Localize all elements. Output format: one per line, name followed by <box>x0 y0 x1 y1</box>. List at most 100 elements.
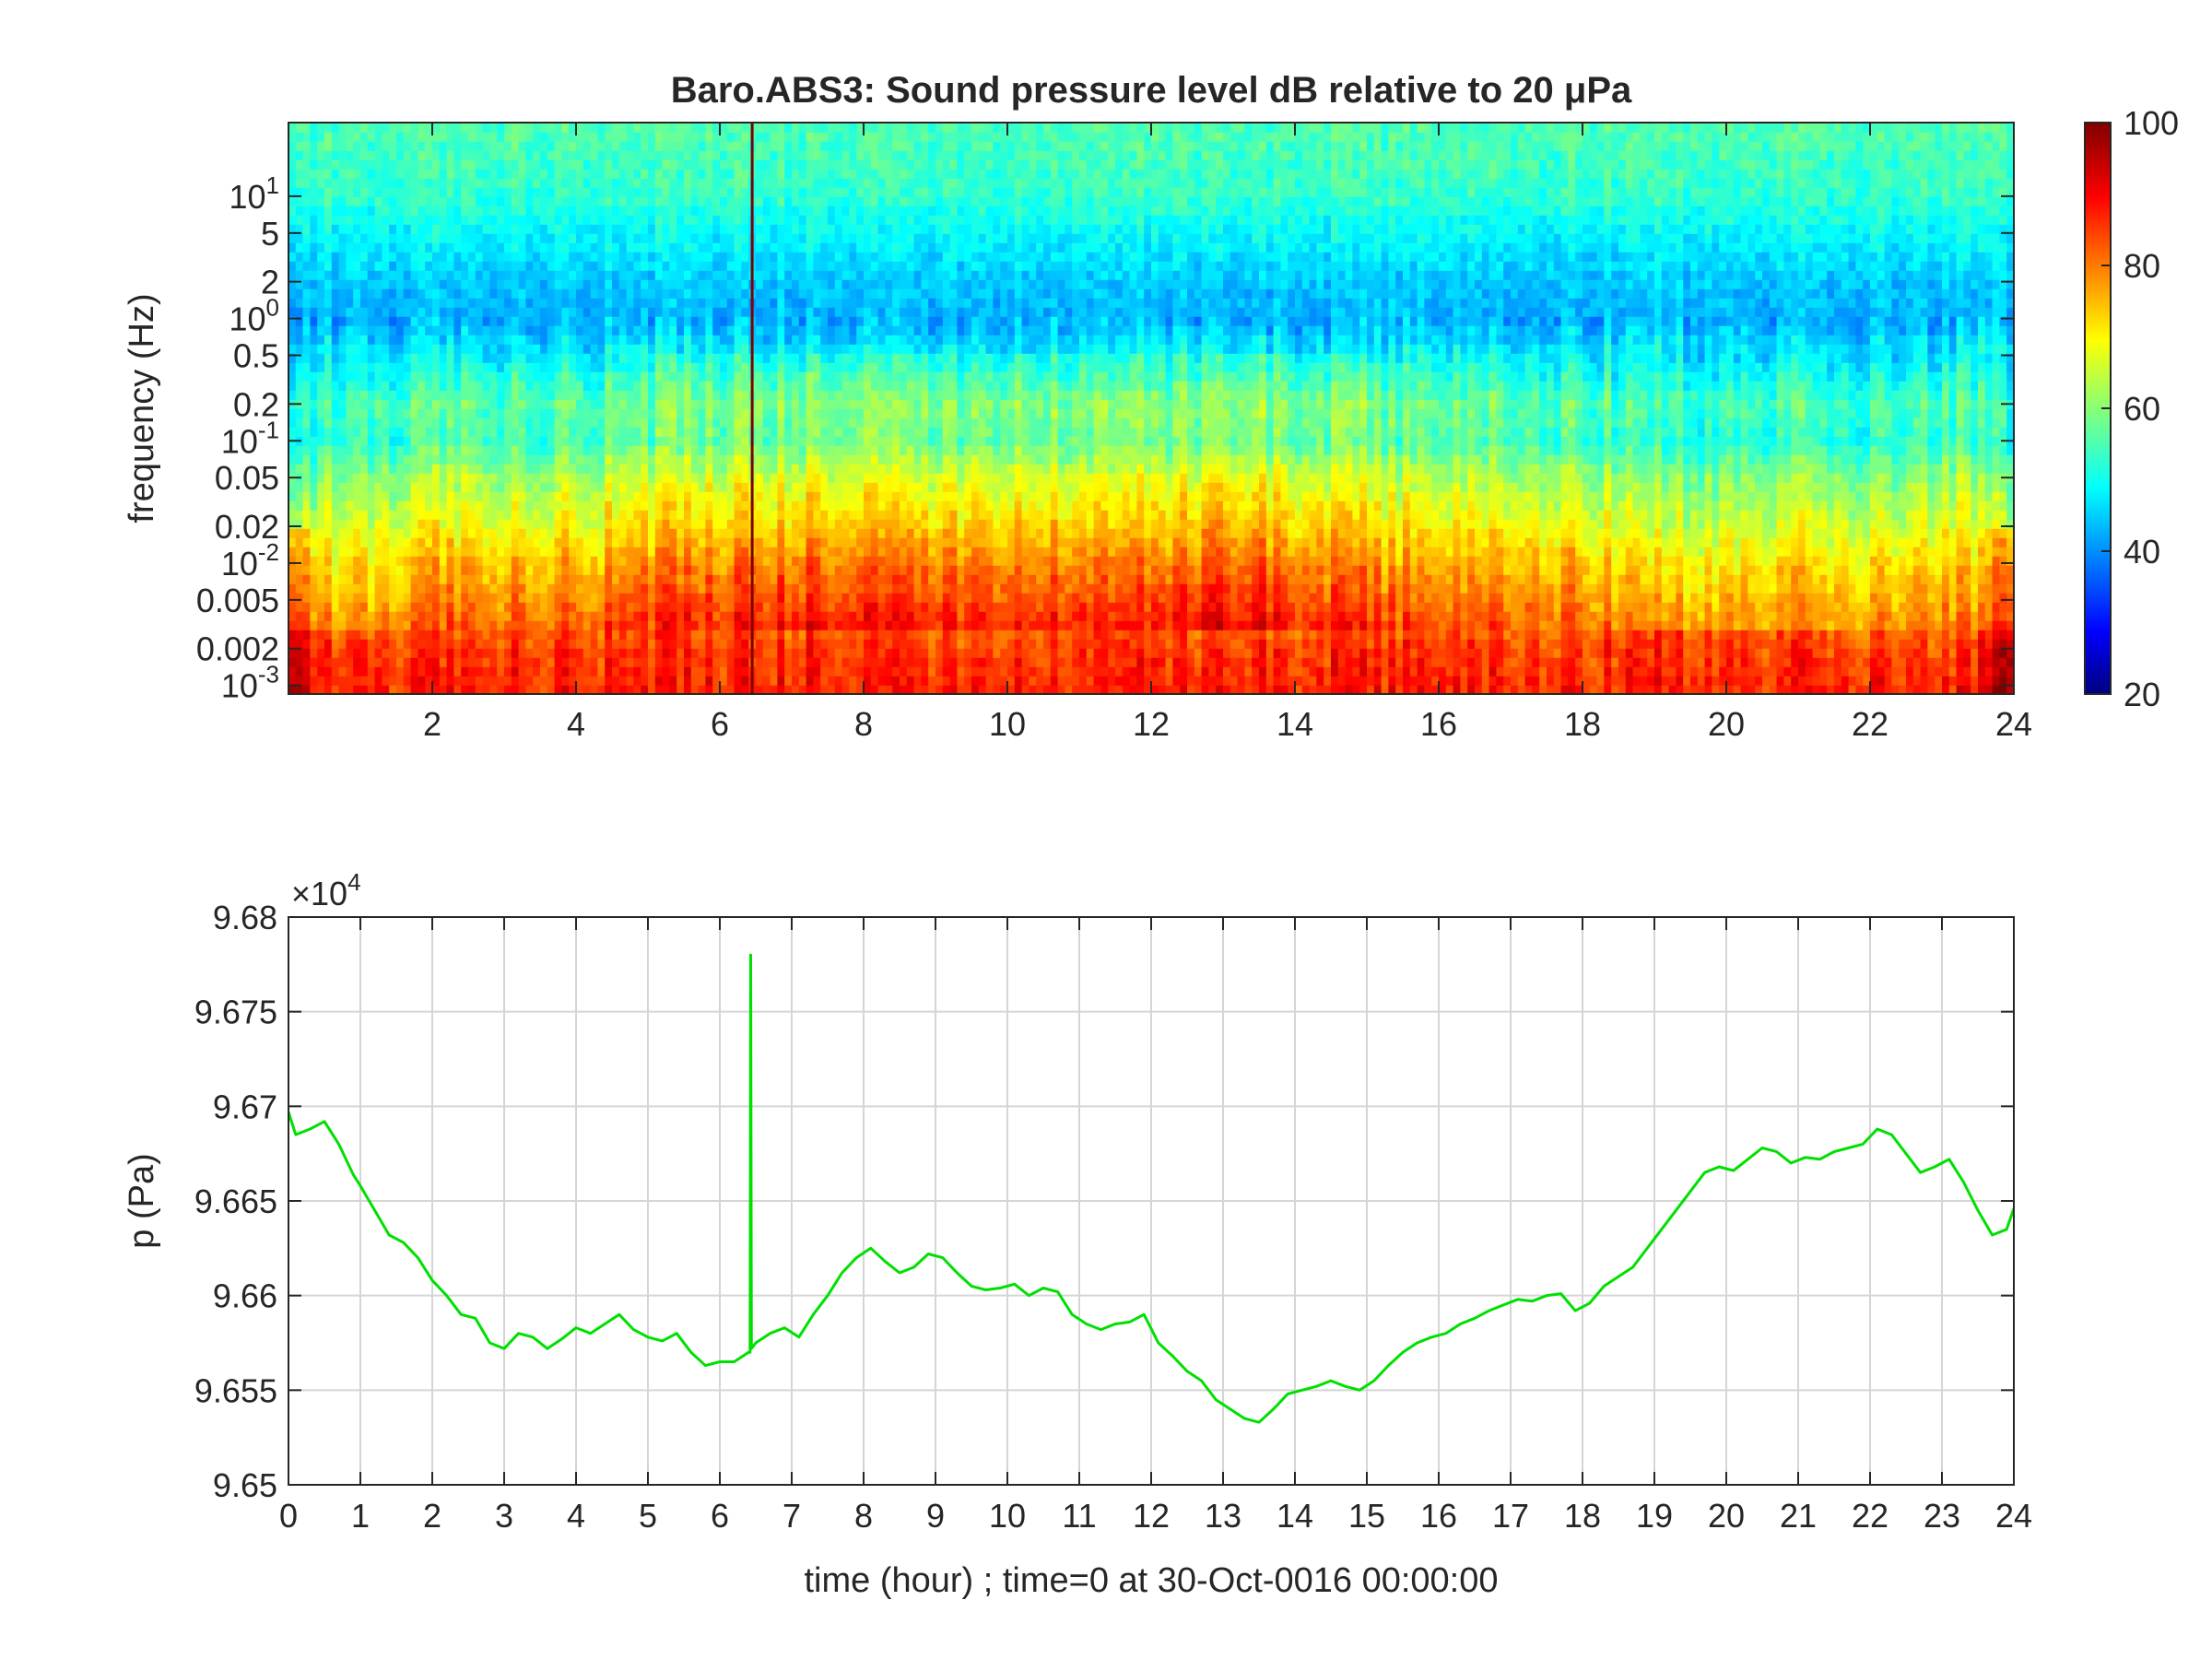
spectrogram-cell <box>684 583 692 594</box>
spectrogram-cell <box>626 187 635 197</box>
spectrogram-cell <box>792 620 800 630</box>
spectrogram-cell <box>712 288 721 299</box>
spectrogram-cell <box>518 206 527 216</box>
spectrogram-cell <box>741 418 749 428</box>
spectrogram-cell <box>418 547 426 557</box>
spectrogram-cell <box>468 279 477 289</box>
spectrogram-cell <box>726 307 735 317</box>
spectrogram-cell <box>533 620 541 630</box>
spectrogram-cell <box>798 445 807 455</box>
spectrogram-cell <box>720 583 728 594</box>
spectrogram-cell <box>684 242 692 253</box>
spectrogram-cell <box>820 593 829 603</box>
spectrogram-cell <box>726 215 735 225</box>
spectrogram-cell <box>582 325 592 335</box>
spectrogram-cell <box>626 270 635 280</box>
spectrogram-cell <box>784 390 793 400</box>
spectrogram-cell <box>834 371 843 382</box>
spectrogram-cell <box>446 556 455 566</box>
spectrogram-cell <box>403 169 412 179</box>
spectrogram-cell <box>684 500 692 511</box>
spectrogram-cell <box>828 316 836 326</box>
spectrogram-cell <box>633 510 641 520</box>
spectrogram-cell <box>784 565 793 575</box>
spectrogram-cell <box>554 399 563 409</box>
spectrogram-cell <box>690 639 700 649</box>
spectrogram-cell <box>792 325 800 335</box>
spectrogram-cell <box>489 307 498 317</box>
spectrogram-cell <box>834 325 843 335</box>
spectrogram-cell <box>446 547 455 557</box>
spectrogram-cell <box>856 242 865 253</box>
spectrogram-cell <box>540 353 548 363</box>
spectrogram-cell <box>561 611 570 621</box>
spectrogram-cell <box>633 491 641 501</box>
spectrogram-cell <box>324 537 333 547</box>
spectrogram-cell <box>734 537 743 547</box>
spectrogram-cell <box>439 574 448 584</box>
spectrogram-cell <box>605 215 613 225</box>
spectrogram-cell <box>403 261 412 271</box>
spectrogram-cell <box>317 427 325 437</box>
spectrogram-cell <box>461 436 469 446</box>
spectrogram-cell <box>288 445 297 455</box>
spectrogram-cell <box>641 252 649 262</box>
spectrogram-cell <box>295 353 304 363</box>
spectrogram-cell <box>813 279 821 289</box>
spectrogram-cell <box>418 473 426 483</box>
spectrogram-cell <box>353 279 361 289</box>
spectrogram-cell <box>561 399 570 409</box>
spectrogram-cell <box>576 556 584 566</box>
spectrogram-cell <box>669 399 677 409</box>
spectrogram-cell <box>554 252 563 262</box>
spectrogram-cell <box>762 648 771 658</box>
spectrogram-cell <box>662 676 671 686</box>
spectrogram-cell <box>533 482 541 492</box>
spectrogram-cell <box>590 519 599 529</box>
spectrogram-cell <box>547 252 556 262</box>
spectrogram-cell <box>497 593 505 603</box>
spectrogram-cell <box>554 676 563 686</box>
spectrogram-cell <box>849 159 857 170</box>
spectrogram-cell <box>662 307 671 317</box>
spectrogram-cell <box>712 510 721 520</box>
spectrogram-cell <box>533 556 541 566</box>
spectrogram-cell <box>849 224 857 234</box>
spectrogram-cell <box>569 261 577 271</box>
spectrogram-cell <box>784 206 793 216</box>
spectrogram-cell <box>353 445 361 455</box>
spectrogram-cell <box>389 574 397 584</box>
spectrogram-cell <box>461 288 469 299</box>
spectrogram-cell <box>382 169 390 179</box>
spectrogram-cell <box>302 252 312 262</box>
spectrogram-cell <box>317 261 325 271</box>
spectrogram-cell <box>633 639 641 649</box>
spectrogram-cell <box>792 390 800 400</box>
spectrogram-cell <box>410 123 419 133</box>
spectrogram-cell <box>425 408 433 418</box>
spectrogram-cell <box>856 639 865 649</box>
spectrogram-cell <box>360 408 369 418</box>
spectrogram-cell <box>432 482 441 492</box>
spectrogram-cell <box>618 491 628 501</box>
spectrogram-cell <box>641 583 649 594</box>
spectrogram-cell <box>612 473 620 483</box>
spectrogram-cell <box>504 325 512 335</box>
spectrogram-cell <box>684 666 692 677</box>
spectrogram-cell <box>820 510 829 520</box>
spectrogram-cell <box>849 270 857 280</box>
spectrogram-cell <box>626 344 635 354</box>
spectrogram-cell <box>302 371 312 382</box>
spectrogram-cell <box>669 602 677 612</box>
spectrogram-cell <box>554 473 563 483</box>
spectrogram-cell <box>396 252 405 262</box>
spectrogram-cell <box>726 620 735 630</box>
spectrogram-cell <box>482 473 491 483</box>
spectrogram-cell <box>784 436 793 446</box>
spectrogram-cell <box>677 270 685 280</box>
spectrogram-cell <box>662 261 671 271</box>
spectrogram-cell <box>828 436 836 446</box>
spectrogram-cell <box>770 583 779 594</box>
spectrogram-cell <box>605 565 613 575</box>
spectrogram-cell <box>777 593 785 603</box>
